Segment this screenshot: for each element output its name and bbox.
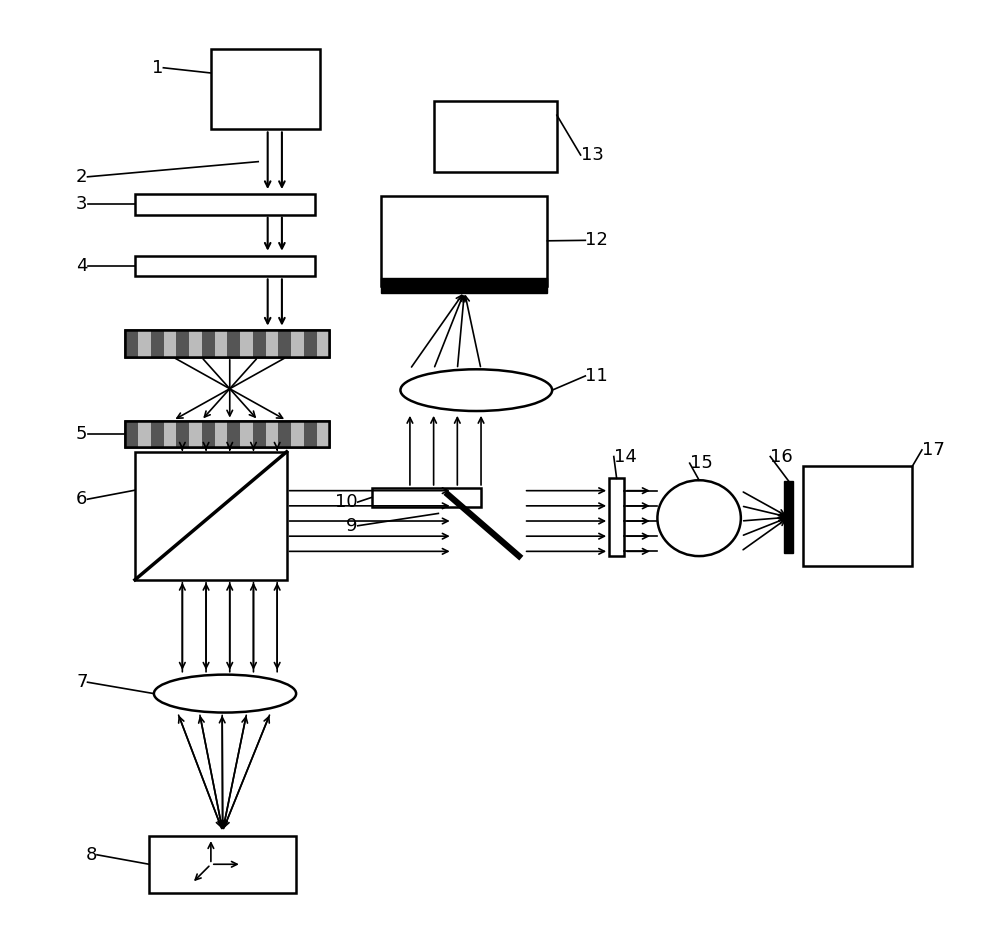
Bar bbox=[202, 330, 215, 357]
Text: 13: 13 bbox=[581, 146, 603, 164]
Bar bbox=[317, 420, 329, 447]
Ellipse shape bbox=[400, 369, 552, 411]
Bar bbox=[149, 836, 296, 893]
Ellipse shape bbox=[657, 480, 741, 556]
Text: 10: 10 bbox=[335, 493, 358, 511]
Bar bbox=[176, 330, 189, 357]
Bar bbox=[125, 330, 329, 357]
Bar bbox=[278, 330, 291, 357]
Bar bbox=[151, 330, 164, 357]
Bar bbox=[215, 420, 227, 447]
Bar bbox=[253, 420, 266, 447]
Bar bbox=[304, 420, 317, 447]
Bar bbox=[135, 452, 287, 580]
Bar bbox=[164, 330, 176, 357]
Bar bbox=[135, 256, 315, 277]
Bar bbox=[227, 420, 240, 447]
Bar bbox=[609, 478, 624, 556]
Bar bbox=[278, 420, 291, 447]
Text: 2: 2 bbox=[76, 167, 88, 185]
Bar bbox=[176, 420, 189, 447]
Text: 11: 11 bbox=[585, 367, 608, 385]
Bar bbox=[138, 330, 151, 357]
Text: 4: 4 bbox=[76, 257, 88, 275]
Bar bbox=[164, 420, 176, 447]
Bar bbox=[381, 196, 547, 286]
Bar bbox=[189, 330, 202, 357]
Bar bbox=[189, 420, 202, 447]
Text: 15: 15 bbox=[690, 455, 713, 473]
Bar bbox=[304, 330, 317, 357]
Bar bbox=[253, 330, 266, 357]
Bar bbox=[291, 420, 304, 447]
Bar bbox=[381, 279, 547, 294]
Bar bbox=[125, 420, 138, 447]
Bar bbox=[291, 330, 304, 357]
Bar bbox=[135, 194, 315, 215]
Text: 16: 16 bbox=[770, 448, 793, 466]
Bar bbox=[240, 330, 253, 357]
Bar bbox=[125, 420, 329, 447]
Text: 3: 3 bbox=[76, 195, 88, 213]
Bar bbox=[211, 49, 320, 129]
Bar bbox=[317, 330, 329, 357]
Bar bbox=[202, 420, 215, 447]
Bar bbox=[215, 330, 227, 357]
Bar bbox=[138, 420, 151, 447]
Text: 17: 17 bbox=[922, 441, 945, 459]
Bar bbox=[151, 420, 164, 447]
Bar bbox=[372, 488, 481, 507]
Text: 9: 9 bbox=[346, 516, 358, 534]
Bar bbox=[266, 420, 278, 447]
Bar bbox=[125, 330, 329, 357]
Text: 12: 12 bbox=[585, 231, 608, 249]
Text: 1: 1 bbox=[152, 59, 163, 77]
Bar bbox=[227, 330, 240, 357]
Bar bbox=[125, 420, 329, 447]
Bar bbox=[434, 101, 557, 172]
Bar bbox=[803, 466, 912, 566]
Bar bbox=[266, 330, 278, 357]
Text: 5: 5 bbox=[76, 425, 88, 443]
Bar bbox=[784, 481, 793, 553]
Bar bbox=[125, 330, 138, 357]
Text: 8: 8 bbox=[86, 845, 97, 864]
Text: 14: 14 bbox=[614, 448, 637, 466]
Text: 7: 7 bbox=[76, 673, 88, 691]
Ellipse shape bbox=[154, 674, 296, 712]
Bar bbox=[240, 420, 253, 447]
Text: 6: 6 bbox=[76, 490, 88, 508]
